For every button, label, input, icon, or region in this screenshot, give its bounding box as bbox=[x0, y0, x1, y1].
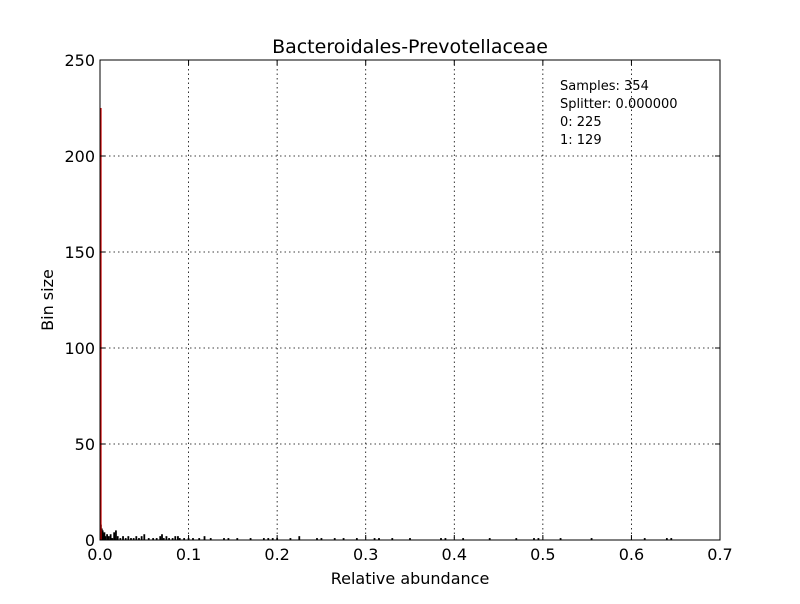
histogram-bar-zero bbox=[100, 108, 102, 540]
histogram-bar bbox=[533, 538, 535, 540]
histogram-bar bbox=[174, 536, 177, 540]
histogram-bar bbox=[342, 538, 345, 540]
histogram-bar bbox=[670, 538, 673, 540]
x-axis-label: Relative abundance bbox=[331, 569, 490, 588]
x-tick-label: 0.0 bbox=[87, 545, 112, 564]
histogram-bar bbox=[333, 538, 336, 540]
histogram-bar bbox=[316, 538, 318, 540]
x-tick-label: 0.6 bbox=[619, 545, 644, 564]
y-axis-label: Bin size bbox=[38, 269, 57, 331]
x-tick-label: 0.2 bbox=[264, 545, 289, 564]
histogram-bar bbox=[665, 538, 668, 540]
histogram-bar bbox=[643, 538, 646, 540]
histogram-bar bbox=[109, 534, 112, 540]
x-tick-label: 0.7 bbox=[707, 545, 732, 564]
histogram-bar bbox=[111, 538, 114, 540]
histogram-bar bbox=[161, 534, 163, 540]
histogram-bar bbox=[138, 538, 140, 540]
histogram-bar bbox=[178, 538, 181, 540]
x-tick-label: 0.4 bbox=[442, 545, 467, 564]
histogram-bar bbox=[135, 536, 138, 540]
histogram-bar bbox=[409, 538, 411, 540]
histogram-bar bbox=[106, 534, 108, 540]
histogram-bar bbox=[152, 538, 155, 540]
x-tick-label: 0.5 bbox=[530, 545, 555, 564]
annotation-samples: Samples: 354 bbox=[560, 79, 649, 94]
histogram-bar bbox=[159, 536, 162, 540]
histogram-bar bbox=[124, 538, 127, 540]
annotation-count-one: 1: 129 bbox=[560, 133, 602, 148]
y-tick-label: 200 bbox=[64, 147, 95, 166]
annotation-box: Samples: 354 Splitter: 0.000000 0: 225 1… bbox=[560, 79, 678, 148]
histogram-bar bbox=[488, 538, 491, 540]
y-tick-label: 0 bbox=[85, 531, 95, 550]
histogram-bar bbox=[168, 538, 170, 540]
y-tick-label: 250 bbox=[64, 51, 95, 70]
histogram-bar bbox=[378, 538, 380, 540]
tick-marks bbox=[99, 59, 721, 541]
histogram-bar bbox=[165, 536, 168, 540]
grid-lines bbox=[100, 60, 720, 540]
histogram-bar bbox=[320, 538, 323, 540]
histogram-bar bbox=[515, 538, 518, 540]
histogram-bar bbox=[271, 538, 274, 540]
histogram-bar bbox=[355, 538, 358, 540]
histogram-bar bbox=[391, 538, 394, 540]
y-tick-label: 100 bbox=[64, 339, 95, 358]
histogram-bar bbox=[559, 538, 562, 540]
histogram-bar bbox=[183, 538, 186, 540]
histogram-bar bbox=[127, 536, 130, 540]
histogram-bar bbox=[209, 538, 212, 540]
histogram-bar bbox=[162, 538, 165, 540]
histogram-bar bbox=[116, 536, 119, 540]
histogram-bar bbox=[132, 538, 135, 540]
histogram-bar bbox=[203, 536, 206, 540]
histogram-bar bbox=[444, 538, 447, 540]
histogram-bar bbox=[267, 538, 270, 540]
histogram-bar bbox=[289, 538, 292, 540]
histogram-bar bbox=[155, 538, 158, 540]
x-tick-label: 0.3 bbox=[353, 545, 378, 564]
histogram-bar bbox=[262, 538, 265, 540]
histogram-bar bbox=[298, 536, 301, 540]
histogram-bar bbox=[236, 538, 239, 540]
histogram-bar bbox=[223, 538, 225, 540]
histogram-bar bbox=[537, 538, 540, 540]
annotation-count-zero: 0: 225 bbox=[560, 115, 602, 130]
histogram-bar bbox=[130, 538, 132, 540]
y-tick-labels: 0 50 100 150 200 250 bbox=[64, 51, 95, 550]
histogram-bar bbox=[249, 538, 252, 540]
histogram-bar bbox=[147, 538, 150, 540]
histogram-bar bbox=[171, 538, 174, 540]
y-tick-label: 150 bbox=[64, 243, 95, 262]
histogram-bar bbox=[140, 536, 143, 540]
bars bbox=[99, 108, 673, 540]
x-tick-labels: 0.0 0.1 0.2 0.3 0.4 0.5 0.6 0.7 bbox=[87, 545, 732, 564]
histogram-bar bbox=[113, 532, 116, 540]
histogram-bar bbox=[119, 538, 122, 540]
histogram-bar bbox=[107, 536, 110, 540]
plot-area bbox=[100, 60, 720, 540]
histogram-bar bbox=[122, 536, 124, 540]
histogram-bar bbox=[192, 538, 194, 540]
x-tick-label: 0.1 bbox=[176, 545, 201, 564]
plot-frame bbox=[99, 59, 721, 541]
chart-title: Bacteroidales-Prevotellaceae bbox=[272, 36, 548, 58]
histogram-bar bbox=[373, 538, 376, 540]
histogram-bar bbox=[104, 536, 107, 540]
histogram-bar bbox=[590, 538, 593, 540]
histogram-bar bbox=[462, 538, 465, 540]
annotation-splitter: Splitter: 0.000000 bbox=[560, 97, 678, 112]
histogram-bar bbox=[440, 538, 442, 540]
y-tick-label: 50 bbox=[75, 435, 95, 454]
histogram-bar bbox=[177, 536, 179, 540]
histogram-bar bbox=[198, 538, 201, 540]
histogram-bar bbox=[227, 538, 230, 540]
histogram-bar bbox=[143, 534, 146, 540]
histogram-bar bbox=[115, 530, 117, 540]
